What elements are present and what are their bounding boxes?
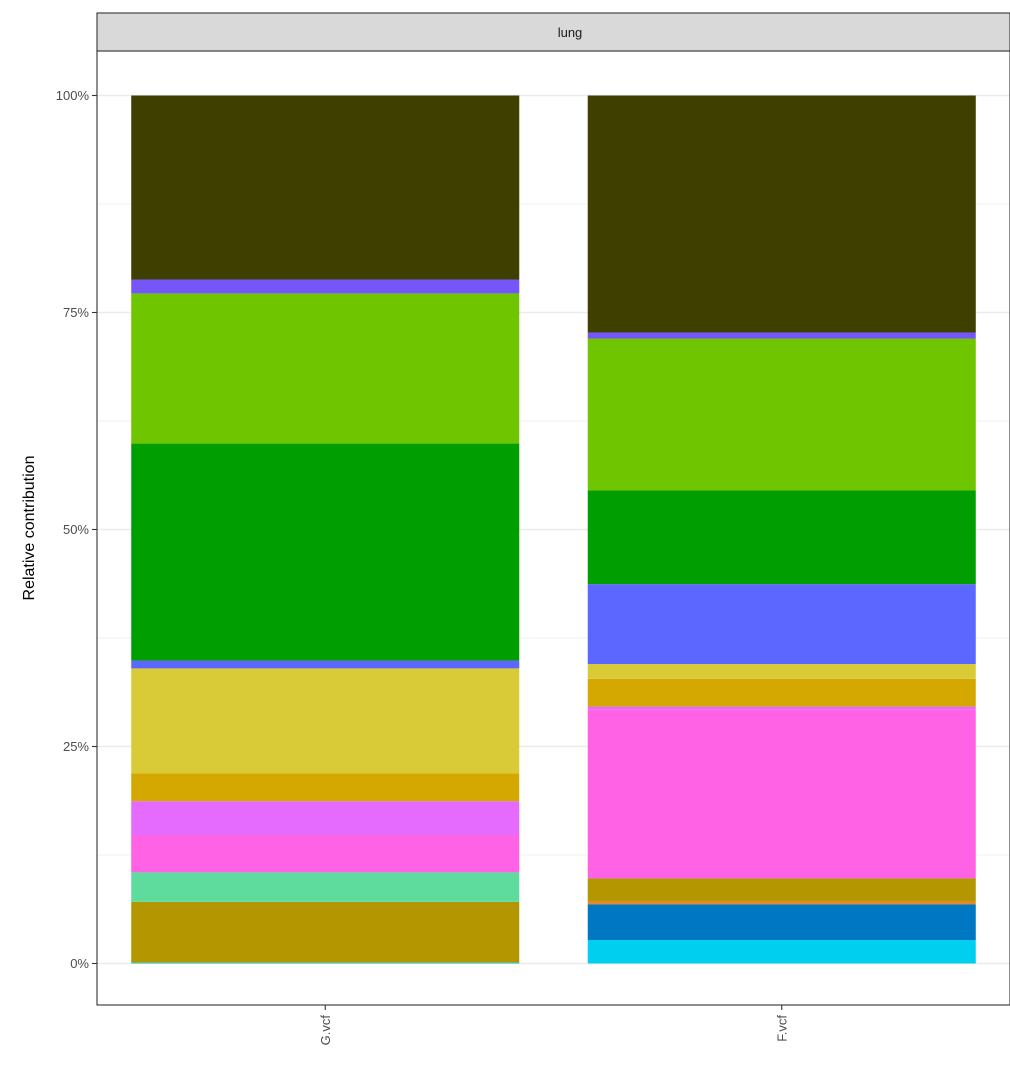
facet-strip (96, 12, 1010, 52)
y-tick-label: 0% (70, 956, 89, 971)
x-axis: G.vcf F.vcf (318, 1005, 789, 1046)
x-tick-label: F.vcf (774, 1015, 789, 1042)
y-axis-title: Relative contribution (21, 456, 38, 601)
bar-segment (587, 878, 976, 902)
y-tick-label: 50% (63, 522, 89, 537)
bar-segment (587, 584, 976, 665)
bar-segment (131, 901, 520, 963)
x-tick-label: G.vcf (318, 1015, 333, 1046)
y-axis: 0% 25% 50% 75% 100% (56, 88, 97, 971)
bar-stack-F-vcf (587, 95, 976, 964)
bar-segment (131, 443, 520, 661)
bar-segment (131, 293, 520, 444)
bar-stack-G-vcf (131, 95, 520, 964)
y-tick-label: 75% (63, 305, 89, 320)
bar-segment (587, 338, 976, 491)
bar-segment (587, 490, 976, 585)
bar-segment (131, 801, 520, 836)
y-tick-label: 25% (63, 739, 89, 754)
bar-segment (587, 664, 976, 679)
bar-segment (131, 279, 520, 294)
facet-label: lung (558, 25, 583, 40)
bar-segment (587, 332, 976, 339)
bar-segment (587, 678, 976, 707)
bar-segment (587, 709, 976, 879)
bar-segment (131, 872, 520, 902)
bar-segment (131, 668, 520, 774)
bar-segment (587, 940, 976, 964)
bar-segment (587, 901, 976, 905)
bar-segment (131, 962, 520, 964)
bar-segment (587, 95, 976, 333)
bar-segment (131, 660, 520, 669)
bar-segment (131, 95, 520, 280)
bars (131, 95, 976, 964)
bar-segment (587, 706, 976, 710)
y-tick-label: 100% (56, 88, 90, 103)
bar-segment (587, 904, 976, 941)
bar-segment (131, 773, 520, 802)
bar-segment (131, 835, 520, 873)
